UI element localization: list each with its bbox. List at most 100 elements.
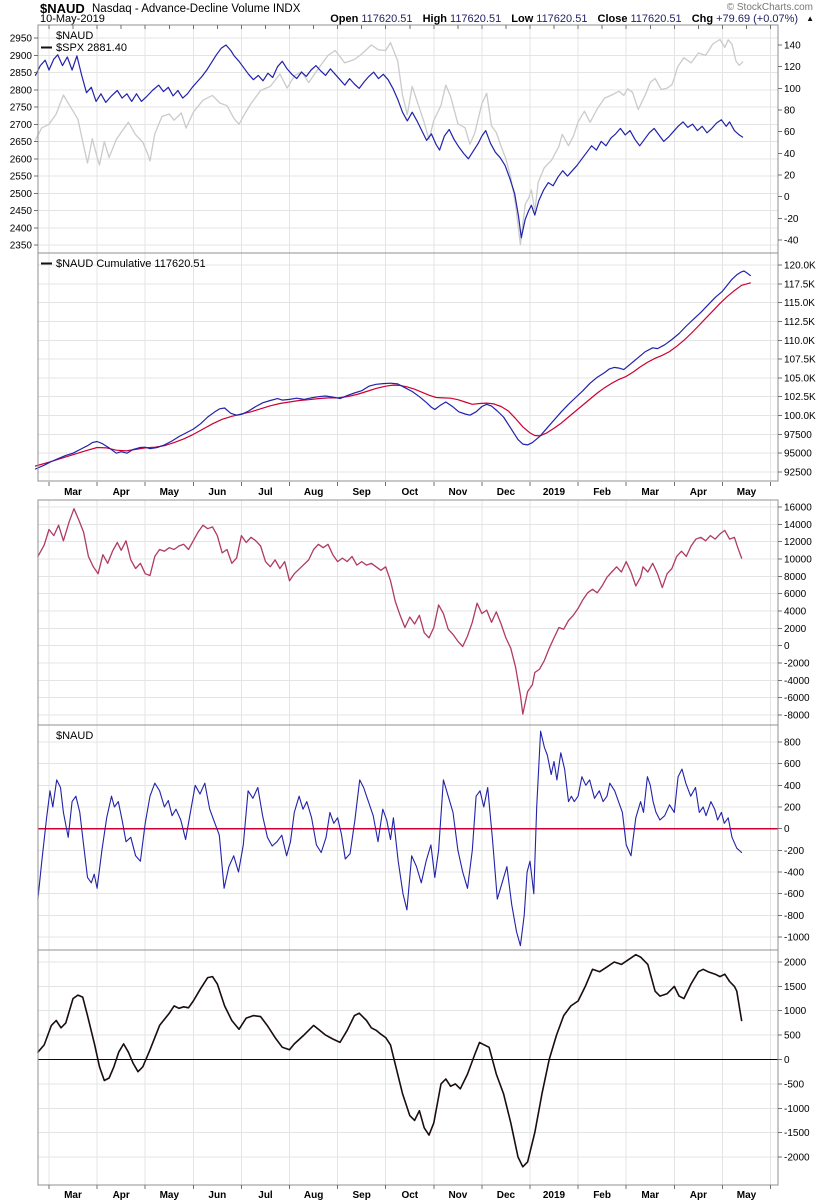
- right-axis-label: -20: [784, 214, 799, 225]
- left-axis-label: 2900: [10, 51, 33, 62]
- legend-label: $NAUD: [56, 30, 93, 42]
- right-axis-label: 105.0K: [784, 373, 816, 384]
- right-axis-label: 8000: [784, 572, 807, 583]
- legend-label: $NAUD Cumulative 117620.51: [56, 258, 206, 270]
- right-axis-label: 20: [784, 171, 796, 182]
- right-axis-label: 0: [784, 1055, 790, 1066]
- left-axis-label: 2500: [10, 189, 33, 200]
- right-axis-label: -500: [784, 1079, 804, 1090]
- month-label: Apr: [113, 1190, 130, 1200]
- month-label: Jun: [208, 1190, 226, 1200]
- right-axis-label: 1000: [784, 1006, 807, 1017]
- right-axis-label: 100.0K: [784, 411, 816, 422]
- left-axis-label: 2650: [10, 137, 33, 148]
- panel-breadth-indicator: 16000 14000 12000 10000 8000 6000 4000 2000 0 -20…: [37, 499, 812, 726]
- month-label: May: [160, 1190, 180, 1200]
- right-axis-label: -2000: [784, 1153, 810, 1164]
- right-axis-label: 100: [784, 84, 801, 95]
- right-axis-label: 4000: [784, 607, 807, 618]
- right-axis-label: -1000: [784, 1104, 810, 1115]
- right-axis-label: 1500: [784, 982, 807, 993]
- legend-label: $NAUD: [56, 730, 93, 742]
- month-label: 2019: [543, 487, 566, 498]
- panel-border: [37, 252, 779, 482]
- right-axis-label: 92500: [784, 468, 812, 479]
- month-label: Sep: [353, 487, 371, 498]
- month-label: May: [737, 487, 757, 498]
- right-axis-label: 6000: [784, 589, 807, 600]
- right-axis-label: -6000: [784, 693, 810, 704]
- high-value: 117620.51: [450, 13, 502, 25]
- right-axis-label: 140: [784, 41, 801, 52]
- month-label: Sep: [353, 1190, 371, 1200]
- right-axis-label: -2000: [784, 659, 810, 670]
- stockcharts-credit: © StockCharts.com: [726, 2, 813, 13]
- low-label: Low: [511, 13, 534, 25]
- close-label: Close: [597, 13, 628, 25]
- left-axis-label: 2800: [10, 85, 33, 96]
- panel-price-overlay: 140 120 100 80 60 40 20 0 -20 -40 2950 2900 2850 2800…: [10, 24, 801, 254]
- series-line-$naud-daily: [37, 730, 743, 947]
- month-label: Apr: [690, 487, 707, 498]
- high-label: High: [422, 13, 448, 25]
- month-label: Dec: [497, 1190, 516, 1200]
- month-label: Apr: [690, 1190, 707, 1200]
- month-label: Oct: [401, 1190, 418, 1200]
- right-axis-label: 40: [784, 149, 796, 160]
- month-label: May: [737, 1190, 757, 1200]
- chg-label: Chg: [691, 13, 714, 25]
- open-label: Open: [330, 13, 359, 25]
- right-axis-label: -40: [784, 236, 799, 247]
- right-axis-label: 95000: [784, 449, 812, 460]
- month-label: 2019: [543, 1190, 566, 1200]
- right-axis-label: 102.5K: [784, 392, 816, 403]
- legend-label: $SPX 2881.40: [56, 42, 127, 54]
- month-label: Aug: [304, 487, 323, 498]
- month-label: Nov: [448, 1190, 467, 1200]
- right-axis-label: 107.5K: [784, 355, 816, 366]
- chart-title: Nasdaq - Advance-Decline Volume INDX: [92, 3, 301, 15]
- low-value: 117620.51: [536, 13, 588, 25]
- left-axis-label: 2700: [10, 120, 33, 131]
- left-axis-label: 2350: [10, 241, 33, 252]
- right-axis-label: -800: [784, 911, 804, 922]
- left-axis-label: 2750: [10, 103, 33, 114]
- right-axis-label: 16000: [784, 503, 812, 514]
- right-axis-label: -1500: [784, 1128, 810, 1139]
- series-line-$naud: [34, 44, 744, 239]
- right-axis-label: 80: [784, 106, 796, 117]
- ohlc-row: Open 117620.51 High 117620.51 Low 117620.51…: [330, 13, 814, 25]
- right-axis-label: 97500: [784, 430, 812, 441]
- right-axis-label: 0: [784, 641, 790, 652]
- month-label: Jun: [208, 487, 226, 498]
- series-line-smoothed-indicator: [37, 953, 743, 1168]
- x-axis-label-row: Mar Apr May Jun Jul Aug Sep Oct Nov Dec 2019 Feb Mar…: [48, 482, 771, 498]
- month-label: Mar: [64, 1190, 82, 1200]
- month-label: Apr: [113, 487, 130, 498]
- month-label: Jul: [258, 1190, 273, 1200]
- panel-cumulative: 120.0K 117.5K 115.0K 112.5K 110.0K 107.5K 105.…: [34, 252, 816, 482]
- right-axis-label: 110.0K: [784, 336, 815, 347]
- left-axis-label: 2850: [10, 68, 33, 79]
- left-axis-label: 2450: [10, 206, 33, 217]
- panel-naud-daily: 800 600 400 200 0 -200 -400 -600 -800 -1000 $NAUD: [37, 724, 810, 951]
- month-label: Oct: [401, 487, 418, 498]
- right-axis-label: 10000: [784, 555, 812, 566]
- month-label: Feb: [593, 487, 611, 498]
- series-line-indicator: [37, 508, 743, 715]
- month-label: Feb: [593, 1190, 611, 1200]
- series-line-$spx: [34, 38, 744, 246]
- month-label: Mar: [641, 1190, 659, 1200]
- month-label: Nov: [448, 487, 467, 498]
- open-value: 117620.51: [361, 13, 413, 25]
- right-axis-label: -600: [784, 889, 804, 900]
- symbol: $NAUD: [40, 1, 85, 16]
- right-axis-label: 2000: [784, 958, 807, 969]
- right-axis-label: 120.0K: [784, 261, 816, 272]
- right-axis-label: 600: [784, 759, 801, 770]
- month-label: Mar: [641, 487, 659, 498]
- chg-value: +79.69 (+0.07%): [716, 13, 799, 25]
- chart-date: 10-May-2019: [40, 13, 105, 25]
